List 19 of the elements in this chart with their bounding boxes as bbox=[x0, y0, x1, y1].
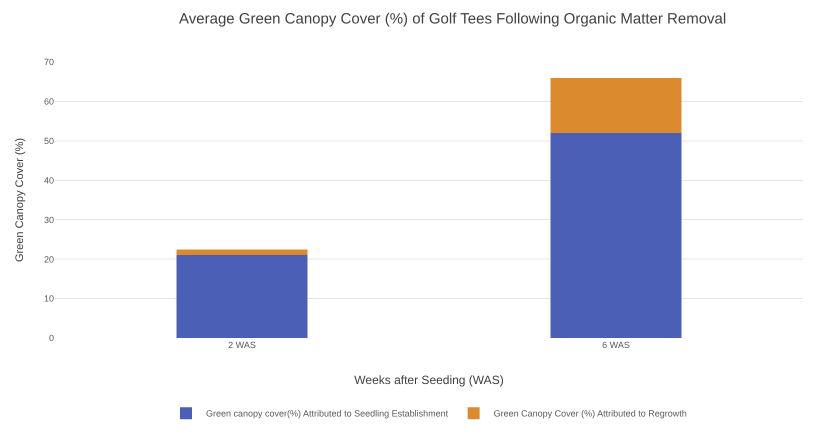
y-axis-title: Green Canopy Cover (%) bbox=[14, 138, 26, 262]
y-tick-label: 30 bbox=[44, 214, 54, 225]
x-tick-label: 6 WAS bbox=[602, 340, 630, 350]
y-tick-label: 10 bbox=[44, 294, 54, 304]
y-tick-label: 20 bbox=[44, 254, 54, 264]
bar bbox=[176, 249, 308, 256]
x-tick-label: 2 WAS bbox=[228, 340, 256, 350]
legend-label: Green Canopy Cover (%) Attributed to Regrowth bbox=[494, 408, 687, 419]
legend-label: Green canopy cover(%) Attributed to Seedling Establishment bbox=[206, 408, 449, 419]
y-tick-label: 0 bbox=[48, 333, 54, 344]
y-tick-label: 50 bbox=[44, 136, 54, 146]
bar bbox=[550, 132, 682, 338]
bar bbox=[176, 255, 308, 338]
x-axis-title: Weeks after Seeding (WAS) bbox=[354, 373, 504, 387]
bar bbox=[550, 78, 682, 133]
y-tick-label: 70 bbox=[44, 57, 54, 68]
y-tick-label: 60 bbox=[44, 96, 54, 107]
y-tick-label: 40 bbox=[44, 175, 54, 186]
chart-title: Average Green Canopy Cover (%) of Golf Tees Following Organic Matter Removal bbox=[179, 10, 726, 28]
